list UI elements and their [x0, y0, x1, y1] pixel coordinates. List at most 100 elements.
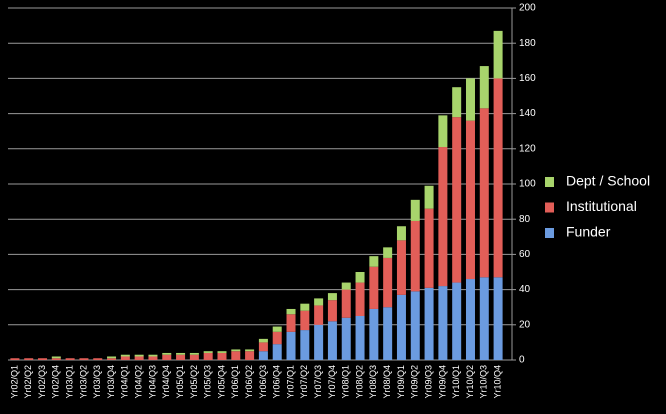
bar-segment — [383, 257, 393, 308]
bar-segment — [10, 358, 20, 360]
legend-swatch — [545, 228, 554, 238]
bar-segment — [396, 240, 406, 295]
bar-segment — [176, 352, 186, 355]
x-tick-label: Yr04/Q4 — [161, 365, 171, 399]
bar-segment — [203, 351, 213, 353]
x-tick-label: Yr10/Q2 — [465, 365, 475, 399]
bar-segment — [148, 356, 158, 360]
bar-segment — [272, 326, 282, 332]
y-tick-label: 60 — [519, 249, 531, 260]
bar-segment — [493, 78, 503, 278]
bar-segment — [465, 78, 475, 121]
bar-segment — [245, 351, 255, 360]
x-tick-label: Yr04/Q2 — [134, 365, 144, 399]
bar-segment — [479, 277, 489, 360]
bar-segment — [410, 291, 420, 360]
legend-label: Funder — [566, 224, 611, 240]
x-tick-label: Yr03/Q3 — [92, 365, 102, 399]
bar-segment — [355, 272, 365, 283]
bar-segment — [396, 226, 406, 241]
legend-swatch — [545, 177, 554, 187]
bar-segment — [355, 316, 365, 360]
x-tick-label: Yr05/Q4 — [216, 365, 226, 399]
x-tick-label: Yr07/Q2 — [299, 365, 309, 399]
bar-segment — [107, 356, 117, 359]
bar-segment — [327, 293, 337, 301]
x-tick-label: Yr05/Q2 — [189, 365, 199, 399]
bar-segment — [369, 256, 379, 267]
x-tick-label: Yr03/Q2 — [78, 365, 88, 399]
bar-segment — [369, 308, 379, 360]
bar-segment — [286, 308, 296, 315]
bar-segment — [231, 351, 241, 360]
bar-segment — [479, 66, 489, 109]
y-tick-label: 20 — [519, 319, 531, 330]
bar-segment — [65, 358, 75, 360]
bar-segment — [493, 277, 503, 360]
x-tick-label: Yr02/Q2 — [23, 365, 33, 399]
bar-segment — [272, 331, 282, 345]
bar-segment — [189, 352, 199, 355]
bar-segment — [383, 247, 393, 258]
bar-segment — [452, 87, 462, 118]
bar-segment — [438, 286, 448, 360]
y-tick-label: 40 — [519, 284, 531, 295]
bar-segment — [396, 294, 406, 360]
bar-segment — [258, 338, 268, 343]
x-tick-label: Yr06/Q2 — [244, 365, 254, 399]
x-tick-label: Yr05/Q1 — [175, 365, 185, 399]
x-tick-label: Yr09/Q4 — [437, 365, 447, 399]
x-tick-label: Yr06/Q4 — [272, 365, 282, 399]
bar-segment — [203, 352, 213, 360]
bar-segment — [452, 117, 462, 283]
x-tick-label: Yr10/Q3 — [479, 365, 489, 399]
bar-segment — [438, 147, 448, 287]
bar-segment — [300, 310, 310, 331]
bar-segment — [300, 330, 310, 360]
x-tick-label: Yr03/Q1 — [65, 365, 75, 399]
bar-segment — [286, 331, 296, 360]
x-tick-label: Yr09/Q3 — [423, 365, 433, 399]
bar-segment — [38, 358, 48, 360]
y-tick-label: 160 — [519, 73, 536, 84]
x-tick-label: Yr06/Q1 — [230, 365, 240, 399]
bar-segment — [424, 287, 434, 360]
bar-segment — [189, 354, 199, 360]
legend-label: Institutional — [566, 198, 637, 214]
y-tick-label: 200 — [519, 3, 536, 14]
bar-segment — [231, 349, 241, 352]
bar-segment — [383, 307, 393, 360]
x-tick-label: Yr09/Q1 — [396, 365, 406, 399]
bar-segment — [148, 354, 158, 357]
bar-segment — [341, 282, 351, 290]
y-tick-label: 80 — [519, 214, 531, 225]
y-tick-label: 100 — [519, 179, 536, 190]
bar-segment — [51, 356, 61, 359]
bar-segment — [327, 300, 337, 322]
x-tick-label: Yr04/Q1 — [120, 365, 130, 399]
bar-segment — [410, 220, 420, 292]
legend-label: Dept / School — [566, 173, 650, 189]
bar-segment — [258, 342, 268, 352]
bar-segment — [465, 120, 475, 280]
bar-segment — [162, 354, 172, 360]
bar-segment — [107, 358, 117, 360]
bar-segment — [479, 108, 489, 278]
x-tick-label: Yr07/Q4 — [327, 365, 337, 399]
bar-segment — [369, 266, 379, 309]
bar-segment — [162, 352, 172, 355]
bar-segment — [286, 314, 296, 332]
x-tick-label: Yr08/Q4 — [382, 365, 392, 399]
y-tick-label: 0 — [519, 355, 525, 366]
x-tick-label: Yr08/Q1 — [341, 365, 351, 399]
bar-segment — [452, 282, 462, 360]
bar-segment — [438, 115, 448, 148]
bar-segment — [217, 351, 227, 353]
x-tick-label: Yr08/Q2 — [354, 365, 364, 399]
bar-segment — [120, 356, 130, 360]
bar-segment — [341, 317, 351, 360]
bar-segment — [217, 352, 227, 360]
bar-segment — [314, 324, 324, 360]
x-tick-label: Yr03/Q4 — [106, 365, 116, 399]
bar-segment — [93, 358, 103, 360]
